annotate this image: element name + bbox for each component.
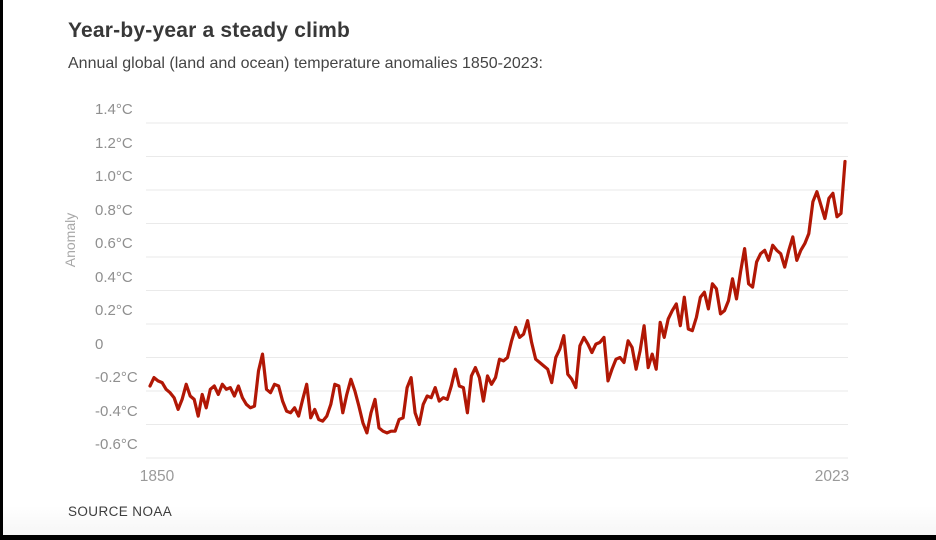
gridlines xyxy=(146,122,848,459)
page-title: Year-by-year a steady climb xyxy=(68,19,351,42)
y-tick-label: 0.6°C xyxy=(95,235,133,252)
y-axis-title: Anomaly xyxy=(62,212,78,268)
anomaly-line-series xyxy=(148,159,847,435)
page-subtitle: Annual global (land and ocean) temperatu… xyxy=(68,55,543,72)
source-attribution: SOURCE NOAA xyxy=(68,504,172,519)
y-tick-label: 1.2°C xyxy=(95,134,133,152)
left-frame-edge xyxy=(0,0,3,540)
bottom-frame-edge xyxy=(0,535,936,540)
x-tick-label: 1850 xyxy=(139,468,175,485)
y-tick-label: 0.8°C xyxy=(95,201,133,219)
y-tick-label: 1.0°C xyxy=(95,168,133,185)
y-tick-label: -0.4°C xyxy=(95,402,138,420)
y-tick-label: -0.6°C xyxy=(95,436,138,453)
y-tick-label: 0.4°C xyxy=(95,268,133,286)
x-tick-label: 2023 xyxy=(814,468,850,485)
bottom-fade-shadow xyxy=(3,505,936,535)
y-tick-label: 0 xyxy=(95,335,104,353)
y-tick-label: 1.4°C xyxy=(95,101,133,118)
y-tick-label: 0.2°C xyxy=(95,302,133,319)
y-tick-label: -0.2°C xyxy=(95,369,138,386)
